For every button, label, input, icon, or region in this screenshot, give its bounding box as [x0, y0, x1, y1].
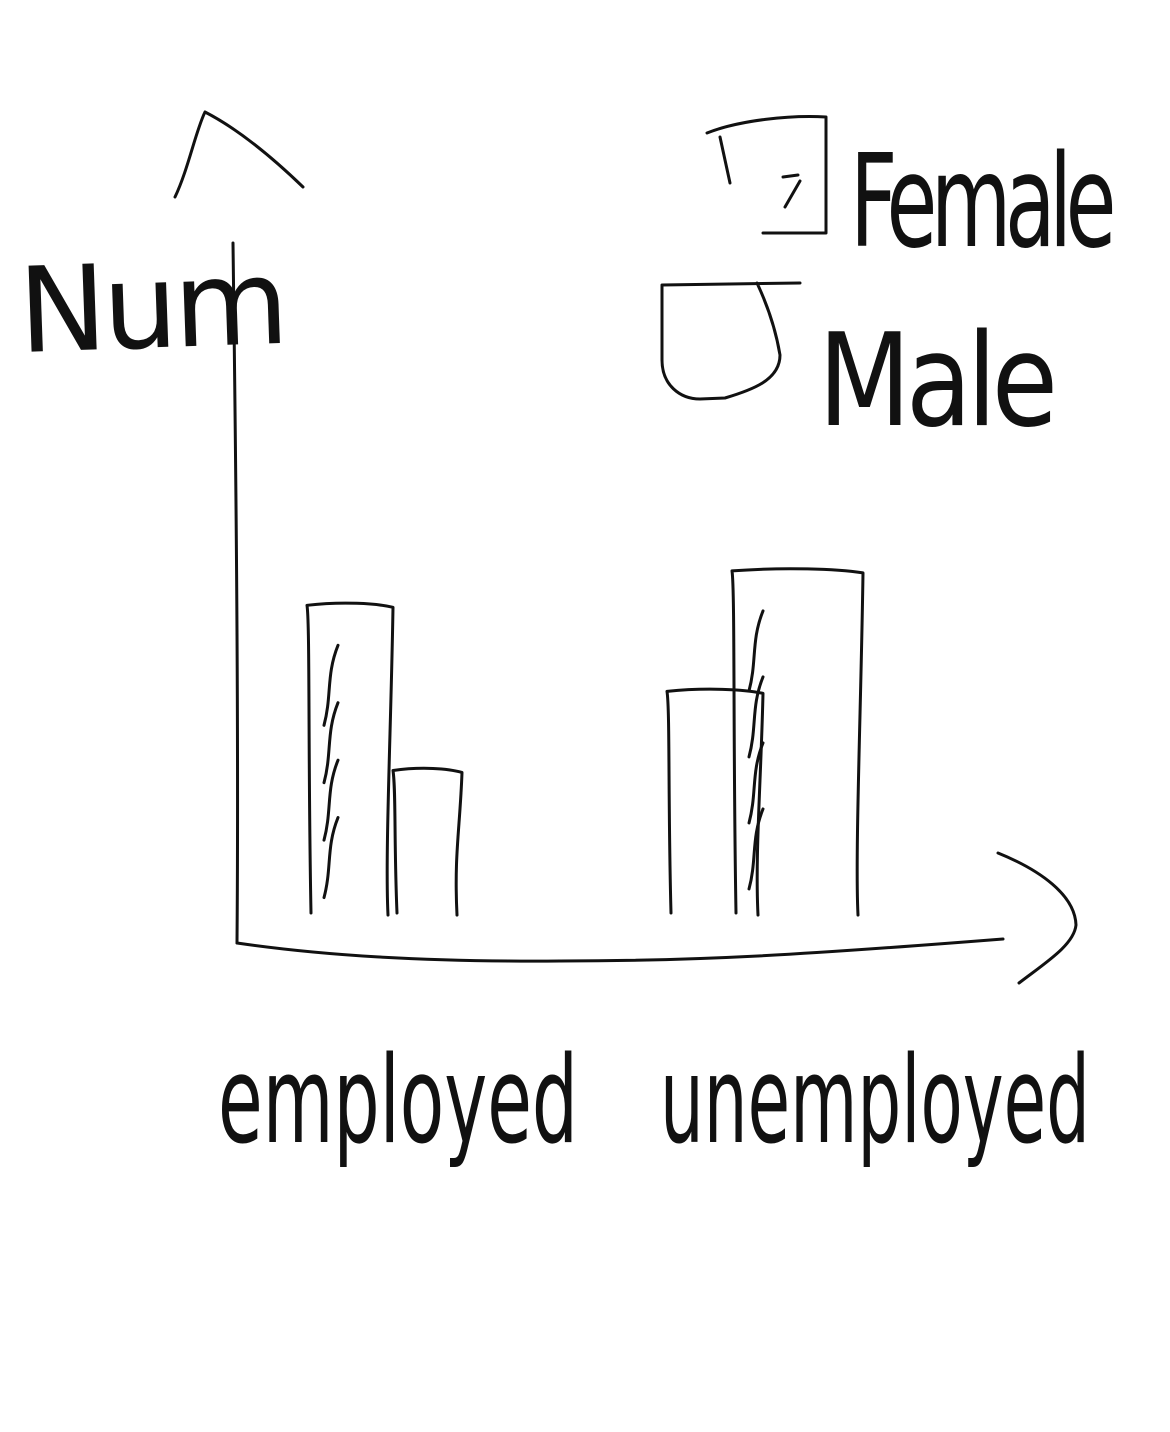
y-axis-label: Num	[16, 233, 287, 380]
bars-group	[305, 567, 865, 917]
bar-employed-male	[391, 766, 464, 917]
category-label-unemployed: unemployed	[660, 1032, 1090, 1171]
legend-swatch-female	[705, 115, 828, 235]
legend-item-female: Female	[705, 115, 1122, 277]
legend-label-male: Male	[818, 307, 1053, 456]
x-axis-arrow	[996, 851, 1078, 985]
bar-employed-female	[305, 601, 395, 917]
bar-hatch-unemployed-female	[747, 609, 765, 891]
x-axis	[235, 937, 1005, 963]
legend: Female Male	[660, 115, 1122, 456]
bar-unemployed-male	[665, 687, 765, 917]
category-labels: employed unemployed	[218, 1032, 1090, 1171]
bar-unemployed-female	[730, 567, 865, 917]
legend-hatch-female	[718, 135, 802, 209]
y-axis-arrow	[173, 110, 305, 199]
y-axis	[231, 241, 240, 945]
legend-label-female: Female	[850, 128, 1112, 277]
legend-item-male: Male	[660, 281, 1059, 456]
category-label-employed: employed	[218, 1032, 578, 1171]
bar-hatch-employed-female	[322, 643, 340, 900]
legend-swatch-male	[660, 281, 802, 401]
